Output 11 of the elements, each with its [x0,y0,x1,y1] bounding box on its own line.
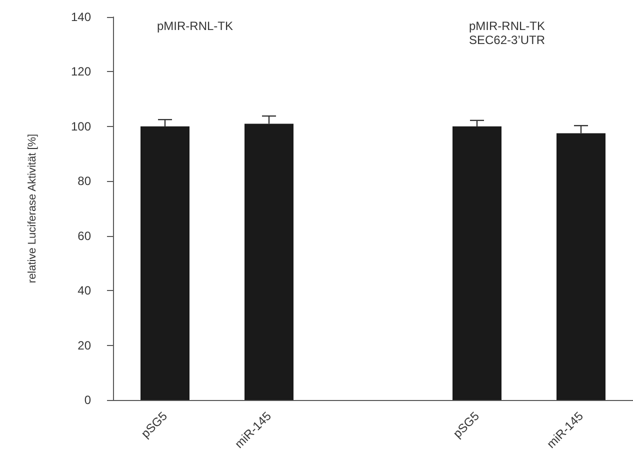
y-tick-label: 100 [70,119,92,134]
y-tick-label: 60 [78,228,92,243]
y-tick-label: 40 [78,284,92,298]
y-tick-label: 0 [84,393,92,407]
y-axis-title: relative Luciferase Aktivität [%] [26,134,38,284]
annotation: pMIR-RNL-TK SEC62-3’UTR [469,19,546,47]
y-tick-label: 20 [78,338,92,352]
y-tick-label: 120 [70,64,92,79]
y-tick-label: 140 [70,10,92,24]
y-tick-label: 80 [78,174,92,188]
annotation: pMIR-RNL-TK [157,19,234,33]
